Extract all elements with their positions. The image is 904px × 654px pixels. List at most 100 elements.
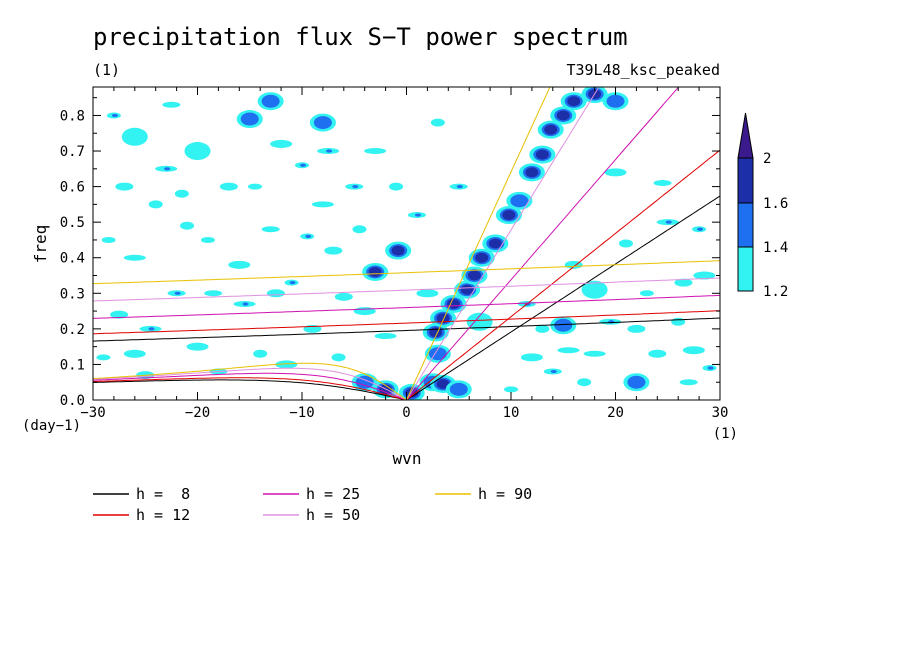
blob-level-3 bbox=[368, 266, 382, 277]
mrg-curve bbox=[93, 277, 720, 302]
speckle-patch bbox=[364, 148, 387, 155]
speckle-core bbox=[550, 369, 557, 374]
chart-title: precipitation flux S−T power spectrum bbox=[93, 23, 628, 51]
dispersion-curve-layer bbox=[93, 87, 720, 400]
blob-level-2 bbox=[627, 375, 646, 389]
units-label: (1) bbox=[93, 61, 120, 79]
speckle-patch bbox=[693, 271, 716, 280]
rossby-curve bbox=[93, 372, 407, 400]
speckle-core bbox=[414, 213, 421, 217]
colorbar-level-label: 1.6 bbox=[763, 196, 788, 212]
speckle-core bbox=[707, 366, 714, 370]
blob-level-1 bbox=[184, 142, 211, 161]
blob-level-3 bbox=[525, 167, 539, 178]
speckle-core bbox=[305, 234, 312, 238]
blob-level-3 bbox=[567, 96, 581, 107]
y-tick-label: 0.6 bbox=[60, 180, 85, 196]
x-axis-title: wvn bbox=[393, 449, 422, 468]
speckle-patch bbox=[679, 379, 698, 386]
x-tick-label: 20 bbox=[607, 405, 624, 421]
speckle-core bbox=[111, 113, 118, 118]
plot-area bbox=[93, 87, 720, 400]
speckle-patch bbox=[627, 324, 646, 333]
kelvin-curve bbox=[406, 195, 720, 400]
speckle-patch bbox=[110, 310, 129, 319]
speckle-patch bbox=[148, 200, 163, 209]
x-tick-label: −20 bbox=[185, 405, 210, 421]
speckle-core bbox=[242, 302, 249, 306]
y-tick-label: 0.7 bbox=[60, 144, 85, 160]
speckle-core bbox=[326, 149, 333, 153]
speckle-patch bbox=[334, 292, 353, 301]
speckle-patch bbox=[604, 168, 627, 177]
y-tick-label: 0.1 bbox=[60, 357, 85, 373]
y-axis: 0.0 0.1 0.2 0.3 0.4 0.5 0.6 0.7 0.8 bbox=[60, 97, 720, 409]
kelvin-curve bbox=[406, 87, 680, 400]
speckle-patch bbox=[200, 236, 215, 243]
speckle-patch bbox=[174, 189, 189, 198]
y-tick-label: 0.3 bbox=[60, 286, 85, 302]
mrg-curve bbox=[93, 294, 720, 319]
legend-label: h = 12 bbox=[136, 506, 190, 524]
colorbar-box bbox=[737, 202, 754, 248]
kelvin-curve bbox=[406, 149, 720, 400]
legend-label: h = 8 bbox=[136, 485, 190, 503]
speckle-patch bbox=[416, 289, 439, 298]
blob-level-3 bbox=[447, 298, 461, 309]
speckle-patch bbox=[115, 182, 134, 191]
speckle-patch bbox=[247, 183, 262, 190]
x-tick-label: 10 bbox=[503, 405, 520, 421]
colorbar-box bbox=[737, 157, 754, 204]
blob-level-3 bbox=[475, 252, 489, 263]
colorbar-box bbox=[737, 246, 754, 292]
speckle-patch bbox=[535, 324, 550, 333]
blob-level-2 bbox=[261, 94, 280, 108]
legend: h = 8 h = 12 h = 25 h = 50 h = 90 bbox=[93, 485, 532, 524]
y-tick-label: 0.5 bbox=[60, 215, 85, 231]
speckle-patch bbox=[331, 353, 346, 362]
speckle-patch bbox=[520, 353, 543, 362]
mrg-curve bbox=[93, 310, 720, 335]
speckle-patch bbox=[311, 201, 334, 208]
colorbar-level-label: 2 bbox=[763, 151, 771, 167]
speckle-core bbox=[289, 281, 296, 285]
speckle-patch bbox=[557, 347, 580, 354]
rossby-curve bbox=[93, 362, 407, 400]
kelvin-curve bbox=[406, 87, 551, 400]
legend-label: h = 90 bbox=[478, 485, 532, 503]
speckle-patch bbox=[352, 225, 367, 234]
blob-level-3 bbox=[556, 110, 570, 121]
speckle-patch bbox=[180, 221, 195, 230]
mrg-curve bbox=[93, 317, 720, 342]
blob-level-1 bbox=[581, 280, 608, 299]
blob-level-3 bbox=[391, 245, 405, 256]
speckle-patch bbox=[674, 278, 693, 287]
legend-label: h = 50 bbox=[306, 506, 360, 524]
speckle-core bbox=[164, 167, 171, 171]
speckle-patch bbox=[374, 332, 397, 339]
speckle-patch bbox=[228, 260, 251, 269]
speckle-core bbox=[352, 184, 359, 189]
speckle-patch bbox=[123, 349, 146, 358]
speckle-core bbox=[300, 163, 306, 167]
speckle-patch bbox=[261, 226, 280, 233]
y-tick-label: 0.8 bbox=[60, 108, 85, 124]
speckle-patch bbox=[275, 360, 298, 369]
speckle-patch bbox=[219, 182, 238, 191]
rossby-curve bbox=[93, 367, 407, 400]
speckle-patch bbox=[96, 354, 111, 361]
blob-level-2 bbox=[240, 112, 259, 126]
blob-level-2 bbox=[510, 194, 529, 208]
x-axis: −30 −20 −10 0 10 20 30 bbox=[80, 87, 728, 421]
speckle-patch bbox=[162, 101, 181, 108]
blob-level-2 bbox=[355, 375, 374, 389]
rossby-curve bbox=[93, 377, 407, 400]
blob-level-3 bbox=[488, 238, 502, 249]
speckle-core bbox=[456, 184, 463, 189]
blob-level-2 bbox=[313, 116, 332, 130]
speckle-patch bbox=[270, 139, 293, 148]
blob-level-3 bbox=[535, 149, 549, 160]
blob-level-1 bbox=[466, 312, 493, 331]
colorbar: 1.2 1.4 1.6 2 bbox=[737, 112, 788, 300]
